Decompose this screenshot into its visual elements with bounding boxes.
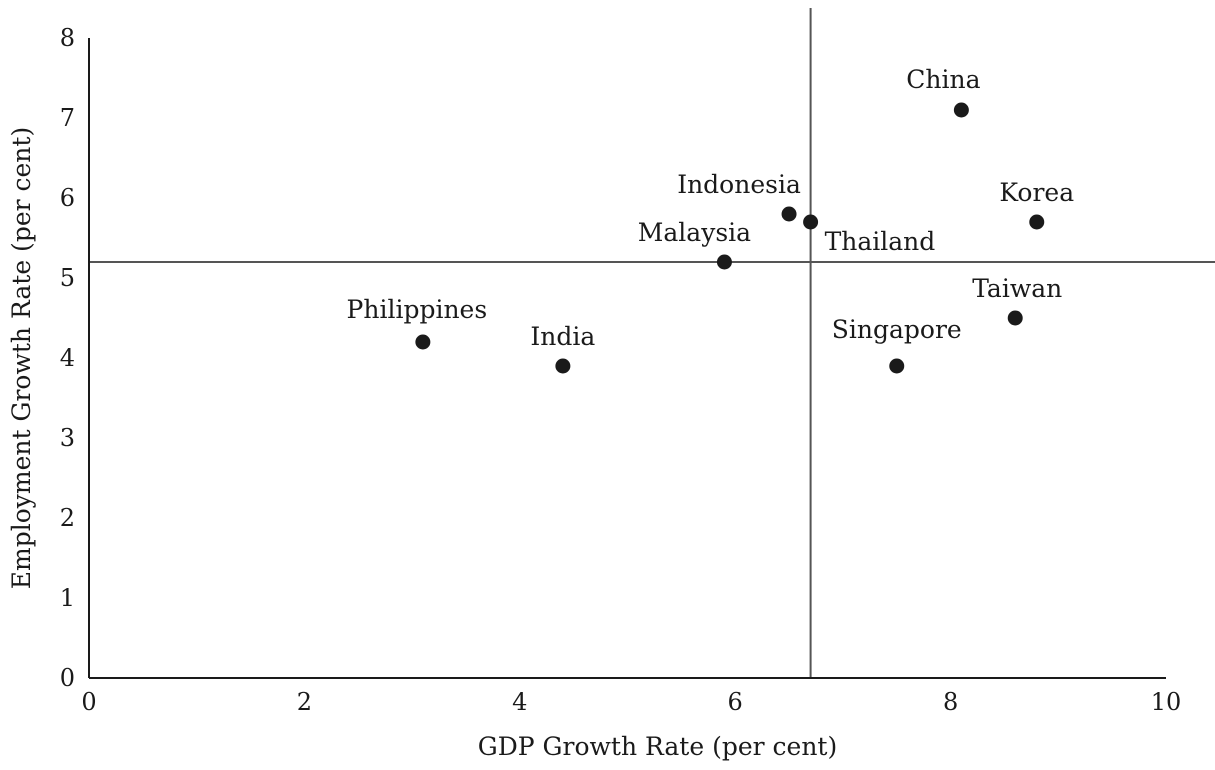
data-point xyxy=(953,102,969,118)
data-point xyxy=(415,334,431,350)
data-point xyxy=(555,358,571,374)
point-labels: China Korea Indonesia Thailand Malaysia Taiwa… xyxy=(347,65,1075,351)
data-point xyxy=(803,214,819,230)
point-label: Indonesia xyxy=(677,170,801,199)
point-label: India xyxy=(530,322,595,351)
data-point xyxy=(1007,310,1023,326)
data-point xyxy=(889,358,905,374)
y-tick-label: 1 xyxy=(60,584,75,612)
data-points xyxy=(415,102,1045,374)
x-tick-label: 0 xyxy=(81,688,96,716)
x-axis-title: GDP Growth Rate (per cent) xyxy=(478,732,838,761)
x-tick-label: 6 xyxy=(728,688,743,716)
point-label: Taiwan xyxy=(972,274,1062,303)
y-tick-label: 3 xyxy=(60,424,75,452)
y-tick-label: 4 xyxy=(60,344,75,372)
x-tick-label: 8 xyxy=(943,688,958,716)
x-tick-label: 4 xyxy=(512,688,527,716)
point-label: Malaysia xyxy=(638,218,751,247)
tick-labels: 0 2 4 6 8 10 0 1 2 3 4 5 6 7 8 xyxy=(60,24,1182,716)
y-tick-label: 8 xyxy=(60,24,75,52)
y-tick-label: 7 xyxy=(60,104,75,132)
y-tick-label: 2 xyxy=(60,504,75,532)
point-label: China xyxy=(906,65,980,94)
y-axis-title: Employment Growth Rate (per cent) xyxy=(7,127,36,589)
y-tick-label: 6 xyxy=(60,184,75,212)
x-tick-label: 10 xyxy=(1151,688,1182,716)
axes xyxy=(88,38,1166,679)
x-tick-label: 2 xyxy=(297,688,312,716)
point-label: Thailand xyxy=(825,227,936,256)
y-tick-label: 0 xyxy=(60,664,75,692)
data-point xyxy=(716,254,732,270)
reference-lines xyxy=(89,8,1215,678)
data-point xyxy=(1029,214,1045,230)
point-label: Philippines xyxy=(347,295,488,324)
point-label: Korea xyxy=(999,178,1074,207)
y-tick-label: 5 xyxy=(60,264,75,292)
data-point xyxy=(781,206,797,222)
point-label: Singapore xyxy=(832,315,962,344)
